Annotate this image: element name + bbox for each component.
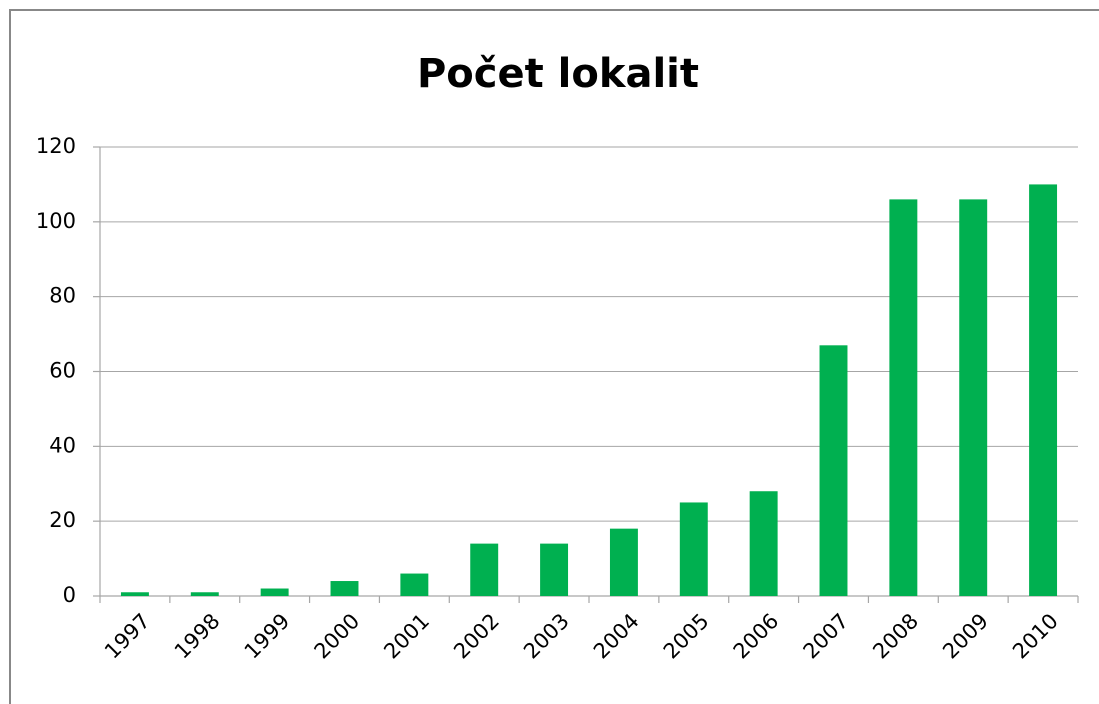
chart-border — [9, 9, 1099, 704]
y-tick-label: 60 — [49, 359, 76, 383]
bar — [190, 592, 219, 596]
bar — [679, 502, 708, 596]
bar — [260, 588, 289, 596]
x-tick-label: 2002 — [449, 609, 504, 664]
bar — [749, 491, 778, 596]
y-tick-label: 120 — [36, 134, 76, 158]
bar — [470, 543, 499, 596]
x-tick-label: 2010 — [1008, 609, 1063, 664]
y-tick-label: 40 — [49, 433, 76, 457]
bar — [959, 199, 988, 596]
x-tick-label: 2005 — [659, 609, 714, 664]
y-tick-label: 20 — [49, 508, 76, 532]
x-tick-label: 2000 — [310, 609, 365, 664]
bar — [609, 528, 638, 596]
x-tick-label: 2008 — [868, 609, 923, 664]
y-tick-label: 100 — [36, 209, 76, 233]
chart-title: Počet lokalit — [417, 51, 699, 97]
x-tick-label: 2007 — [799, 609, 854, 664]
y-tick-label: 0 — [63, 583, 76, 607]
x-tick-label: 1997 — [100, 609, 155, 664]
x-tick-label: 2001 — [379, 609, 434, 664]
x-tick-label: 2003 — [519, 609, 574, 664]
bar — [889, 199, 918, 596]
bar — [400, 573, 429, 596]
x-tick-label: 1999 — [240, 609, 295, 664]
bar — [819, 345, 848, 596]
x-tick-label: 1998 — [170, 609, 225, 664]
x-tick-label: 2006 — [729, 609, 784, 664]
y-tick-label: 80 — [49, 284, 76, 308]
bar — [330, 581, 359, 596]
x-tick-label: 2009 — [938, 609, 993, 664]
x-tick-label: 2004 — [589, 609, 644, 664]
bar — [540, 543, 569, 596]
bar — [120, 592, 149, 596]
bar — [1029, 184, 1058, 596]
